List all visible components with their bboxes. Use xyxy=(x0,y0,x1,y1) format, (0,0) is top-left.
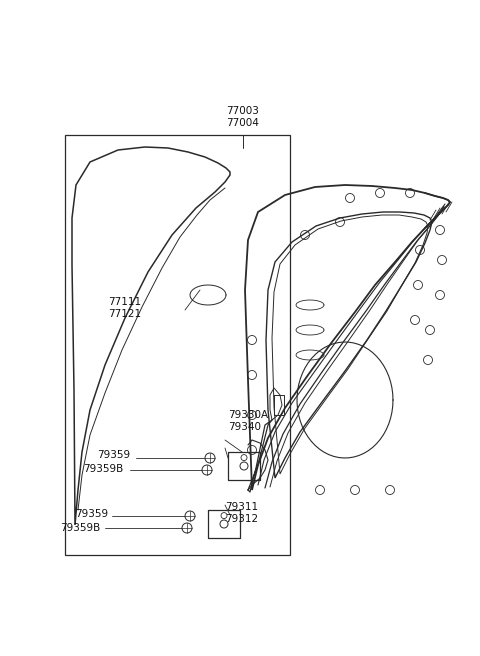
Text: 77003
77004: 77003 77004 xyxy=(227,106,259,128)
Text: 79359: 79359 xyxy=(97,450,130,460)
Text: 77111
77121: 77111 77121 xyxy=(108,297,141,319)
Text: 79311
79312: 79311 79312 xyxy=(225,502,258,524)
Text: 79359B: 79359B xyxy=(83,464,123,474)
Text: 79330A
79340: 79330A 79340 xyxy=(228,409,268,432)
Text: 79359: 79359 xyxy=(75,509,108,519)
Text: 79359B: 79359B xyxy=(60,523,100,533)
Bar xyxy=(65,135,290,555)
